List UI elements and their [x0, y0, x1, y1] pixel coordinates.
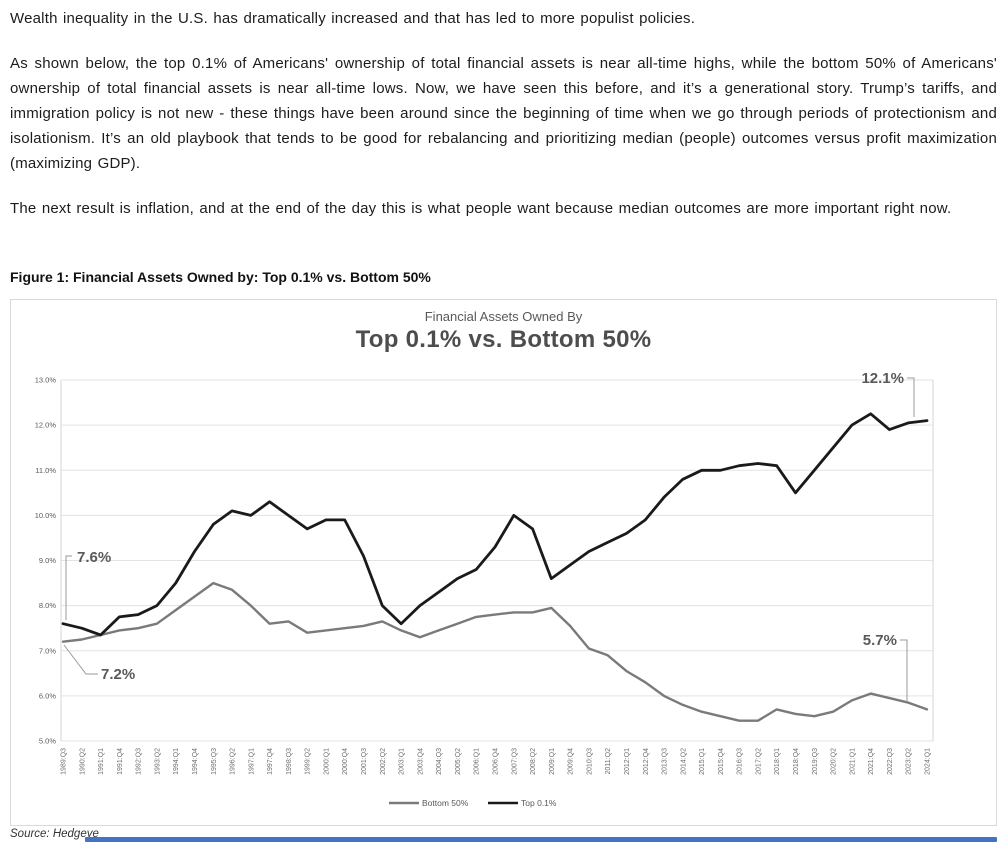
series-line-top-0-1- — [61, 412, 929, 637]
svg-text:2002:Q2: 2002:Q2 — [380, 748, 387, 775]
figure-1-chart: Financial Assets Owned By Top 0.1% vs. B… — [10, 299, 997, 826]
svg-text:1989:Q3: 1989:Q3 — [61, 748, 68, 775]
svg-text:2022:Q3: 2022:Q3 — [887, 748, 894, 775]
svg-text:2003:Q4: 2003:Q4 — [417, 748, 424, 775]
svg-text:1997:Q1: 1997:Q1 — [248, 748, 255, 775]
svg-text:5.0%: 5.0% — [39, 737, 56, 746]
svg-text:12.0%: 12.0% — [35, 421, 57, 430]
svg-text:1993:Q2: 1993:Q2 — [154, 748, 161, 775]
svg-text:2016:Q3: 2016:Q3 — [737, 748, 744, 775]
annotation-label: 7.6% — [77, 549, 111, 566]
svg-text:1994:Q4: 1994:Q4 — [192, 748, 199, 775]
bottom-divider-bar — [85, 837, 997, 842]
svg-text:1994:Q1: 1994:Q1 — [173, 748, 180, 775]
paragraph-2: As shown below, the top 0.1% of American… — [10, 55, 997, 172]
svg-text:2015:Q1: 2015:Q1 — [699, 748, 706, 775]
svg-text:2021:Q1: 2021:Q1 — [849, 748, 856, 775]
svg-text:2012:Q4: 2012:Q4 — [643, 748, 650, 775]
x-axis: 1989:Q3 1990:Q2 1991:Q1 1991:Q4 1992:Q3 1993:… — [61, 748, 932, 775]
svg-text:2005:Q2: 2005:Q2 — [455, 748, 462, 775]
svg-text:1997:Q4: 1997:Q4 — [267, 748, 274, 775]
svg-text:9.0%: 9.0% — [39, 556, 56, 565]
figure-caption: Figure 1: Financial Assets Owned by: Top… — [10, 269, 431, 285]
legend-label: Top 0.1% — [521, 798, 557, 808]
svg-text:11.0%: 11.0% — [35, 466, 56, 475]
legend-label: Bottom 50% — [422, 798, 469, 808]
svg-text:2014:Q2: 2014:Q2 — [680, 748, 687, 775]
svg-text:1995:Q3: 1995:Q3 — [211, 748, 218, 775]
svg-text:10.0%: 10.0% — [35, 511, 57, 520]
svg-text:1999:Q2: 1999:Q2 — [305, 748, 312, 775]
svg-text:2000:Q4: 2000:Q4 — [342, 748, 349, 775]
svg-text:8.0%: 8.0% — [39, 601, 56, 610]
svg-text:1990:Q2: 1990:Q2 — [79, 748, 86, 775]
svg-text:2019:Q3: 2019:Q3 — [812, 748, 819, 775]
chart-title: Financial Assets Owned By — [424, 309, 583, 324]
svg-text:1991:Q1: 1991:Q1 — [98, 748, 105, 775]
svg-text:2003:Q1: 2003:Q1 — [399, 748, 406, 775]
svg-text:2015:Q4: 2015:Q4 — [718, 748, 725, 775]
svg-text:2001:Q3: 2001:Q3 — [361, 748, 368, 775]
source-note: Source: Hedgeye — [10, 828, 99, 840]
paragraph-3: The next result is inflation, and at the… — [10, 200, 952, 217]
svg-text:6.0%: 6.0% — [39, 691, 56, 700]
svg-text:2023:Q2: 2023:Q2 — [906, 748, 913, 775]
body-text: Wealth inequality in the U.S. has dramat… — [0, 0, 1007, 221]
chart-plot-area: 13.0% 12.0% 11.0% 10.0% 9.0% 8.0% 7.0% 6.0% 5.0%… — [11, 300, 996, 825]
svg-text:2006:Q4: 2006:Q4 — [493, 748, 500, 775]
chart-legend: Bottom 50% Top 0.1% — [389, 798, 557, 808]
svg-text:2009:Q4: 2009:Q4 — [568, 748, 575, 775]
annotation-label: 12.1% — [861, 370, 904, 387]
svg-text:2007:Q3: 2007:Q3 — [511, 748, 518, 775]
svg-text:2006:Q1: 2006:Q1 — [474, 748, 481, 775]
svg-text:2009:Q1: 2009:Q1 — [549, 748, 556, 775]
y-axis: 13.0% 12.0% 11.0% 10.0% 9.0% 8.0% 7.0% 6.0% 5.0% — [35, 376, 934, 746]
svg-text:2008:Q2: 2008:Q2 — [530, 748, 537, 775]
svg-text:2021:Q4: 2021:Q4 — [868, 748, 875, 775]
svg-text:2012:Q1: 2012:Q1 — [624, 748, 631, 775]
svg-text:1992:Q3: 1992:Q3 — [136, 748, 143, 775]
paragraph-1: Wealth inequality in the U.S. has dramat… — [10, 10, 696, 27]
svg-text:2013:Q3: 2013:Q3 — [662, 748, 669, 775]
annotations: 7.6% 7.2% 12.1% 5.7% — [63, 370, 915, 702]
series-line-bottom-50- — [61, 581, 929, 722]
svg-text:2018:Q4: 2018:Q4 — [793, 748, 800, 775]
svg-text:2004:Q3: 2004:Q3 — [436, 748, 443, 775]
svg-text:2010:Q3: 2010:Q3 — [586, 748, 593, 775]
svg-text:2017:Q2: 2017:Q2 — [755, 748, 762, 775]
svg-text:2024:Q1: 2024:Q1 — [925, 748, 932, 775]
annotation-label: 5.7% — [863, 632, 897, 649]
svg-text:2011:Q2: 2011:Q2 — [605, 748, 612, 774]
svg-text:1991:Q4: 1991:Q4 — [117, 748, 124, 775]
chart-subtitle: Top 0.1% vs. Bottom 50% — [355, 326, 652, 353]
svg-text:1996:Q2: 1996:Q2 — [230, 748, 237, 775]
annotation-label: 7.2% — [101, 666, 135, 683]
svg-text:1998:Q3: 1998:Q3 — [286, 748, 293, 775]
svg-text:2000:Q1: 2000:Q1 — [323, 748, 330, 775]
svg-text:13.0%: 13.0% — [35, 376, 57, 385]
chart-svg: 13.0% 12.0% 11.0% 10.0% 9.0% 8.0% 7.0% 6.0% 5.0%… — [35, 370, 934, 808]
svg-text:2020:Q2: 2020:Q2 — [831, 748, 838, 775]
svg-text:2018:Q1: 2018:Q1 — [774, 748, 781, 775]
svg-text:7.0%: 7.0% — [39, 646, 56, 655]
